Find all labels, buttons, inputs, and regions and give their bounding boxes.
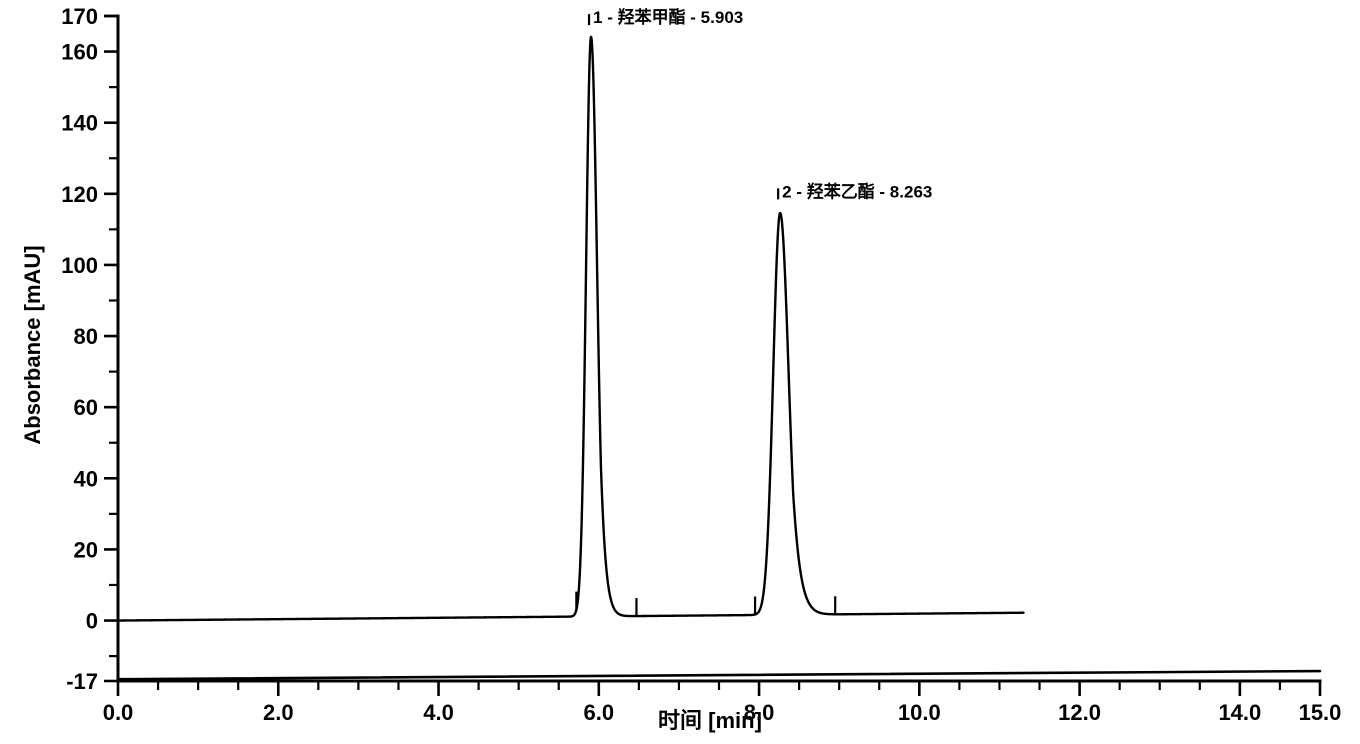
y-tick-label: 60 bbox=[74, 395, 98, 420]
x-tick-label: 12.0 bbox=[1058, 700, 1101, 725]
x-tick-label: 15.0 bbox=[1299, 700, 1342, 725]
y-tick-label: 80 bbox=[74, 324, 98, 349]
y-axis-title: Absorbance [mAU] bbox=[20, 245, 45, 444]
peak-label-text: 2 - 羟苯乙酯 - 8.263 bbox=[782, 181, 932, 201]
x-tick-label: 0.0 bbox=[103, 700, 134, 725]
y-tick-label: 20 bbox=[74, 537, 98, 562]
y-tick-label: -17 bbox=[66, 669, 98, 694]
y-tick-label: 40 bbox=[74, 466, 98, 491]
y-tick-label: 170 bbox=[61, 4, 98, 29]
y-tick-label: 160 bbox=[61, 40, 98, 65]
axis-frame bbox=[116, 14, 1322, 683]
x-tick-label: 2.0 bbox=[263, 700, 294, 725]
x-axis-title: 时间 [min] bbox=[658, 708, 762, 733]
x-axis-tick-labels: 0.0 2.0 4.0 6.0 8.0 10.0 12.0 14.0 15.0 bbox=[103, 700, 1342, 725]
x-tick-label: 8.0 bbox=[744, 700, 775, 725]
y-tick-label: 120 bbox=[61, 182, 98, 207]
reference-baseline-trace bbox=[116, 669, 1322, 681]
x-axis-ticks bbox=[116, 681, 1322, 696]
x-tick-label: 4.0 bbox=[423, 700, 454, 725]
y-axis-tick-labels: -17 0 20 40 60 80 100 120 140 160 170 bbox=[61, 4, 98, 694]
peak-annotation: 2 - 羟苯乙酯 - 8.263 bbox=[777, 181, 932, 201]
x-tick-label: 6.0 bbox=[584, 700, 615, 725]
peak-label-text: 1 - 羟苯甲酯 - 5.903 bbox=[593, 7, 743, 27]
peak-annotations: 1 - 羟苯甲酯 - 5.903 2 - 羟苯乙酯 - 8.263 bbox=[587, 7, 932, 201]
y-tick-label: 0 bbox=[86, 609, 98, 634]
peak-annotation: 1 - 羟苯甲酯 - 5.903 bbox=[587, 7, 743, 27]
x-tick-label: 10.0 bbox=[898, 700, 941, 725]
y-tick-label: 100 bbox=[61, 253, 98, 278]
x-tick-label: 14.0 bbox=[1218, 700, 1261, 725]
signal-trace bbox=[116, 35, 1025, 622]
integration-drop-lines bbox=[575, 591, 837, 617]
y-tick-label: 140 bbox=[61, 111, 98, 136]
y-axis-ticks bbox=[104, 14, 118, 683]
data-traces bbox=[116, 35, 1322, 681]
